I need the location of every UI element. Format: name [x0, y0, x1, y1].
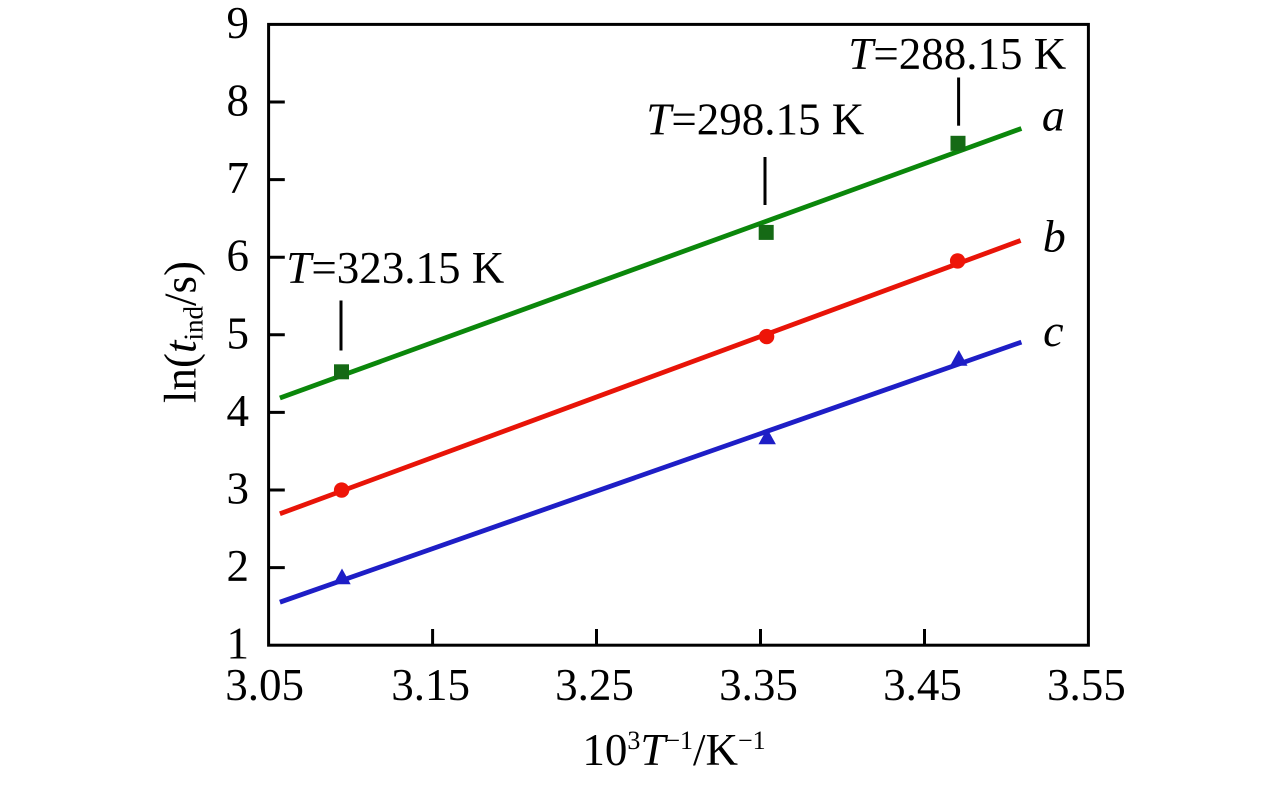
svg-text:3.25: 3.25 — [555, 660, 634, 710]
svg-text:3.05: 3.05 — [225, 660, 304, 710]
svg-text:6: 6 — [227, 231, 250, 281]
svg-text:3.15: 3.15 — [391, 660, 470, 710]
svg-text:1: 1 — [227, 619, 250, 669]
svg-text:2: 2 — [227, 541, 250, 591]
svg-text:3.45: 3.45 — [883, 660, 962, 710]
svg-text:3.35: 3.35 — [719, 660, 798, 710]
svg-text:3: 3 — [227, 464, 250, 514]
svg-text:3.55: 3.55 — [1047, 660, 1126, 710]
svg-text:ln(tind/s): ln(tind/s) — [156, 261, 209, 403]
svg-text:T=298.15 K: T=298.15 K — [646, 95, 864, 145]
svg-text:7: 7 — [227, 153, 250, 203]
svg-text:5: 5 — [227, 308, 250, 358]
svg-text:T=323.15 K: T=323.15 K — [286, 243, 504, 293]
svg-text:a: a — [1042, 89, 1065, 140]
svg-text:T=288.15 K: T=288.15 K — [848, 29, 1066, 79]
svg-text:9: 9 — [227, 0, 250, 48]
svg-text:c: c — [1043, 305, 1063, 356]
svg-text:b: b — [1043, 211, 1066, 262]
svg-text:8: 8 — [227, 76, 250, 126]
svg-text:4: 4 — [227, 386, 250, 436]
